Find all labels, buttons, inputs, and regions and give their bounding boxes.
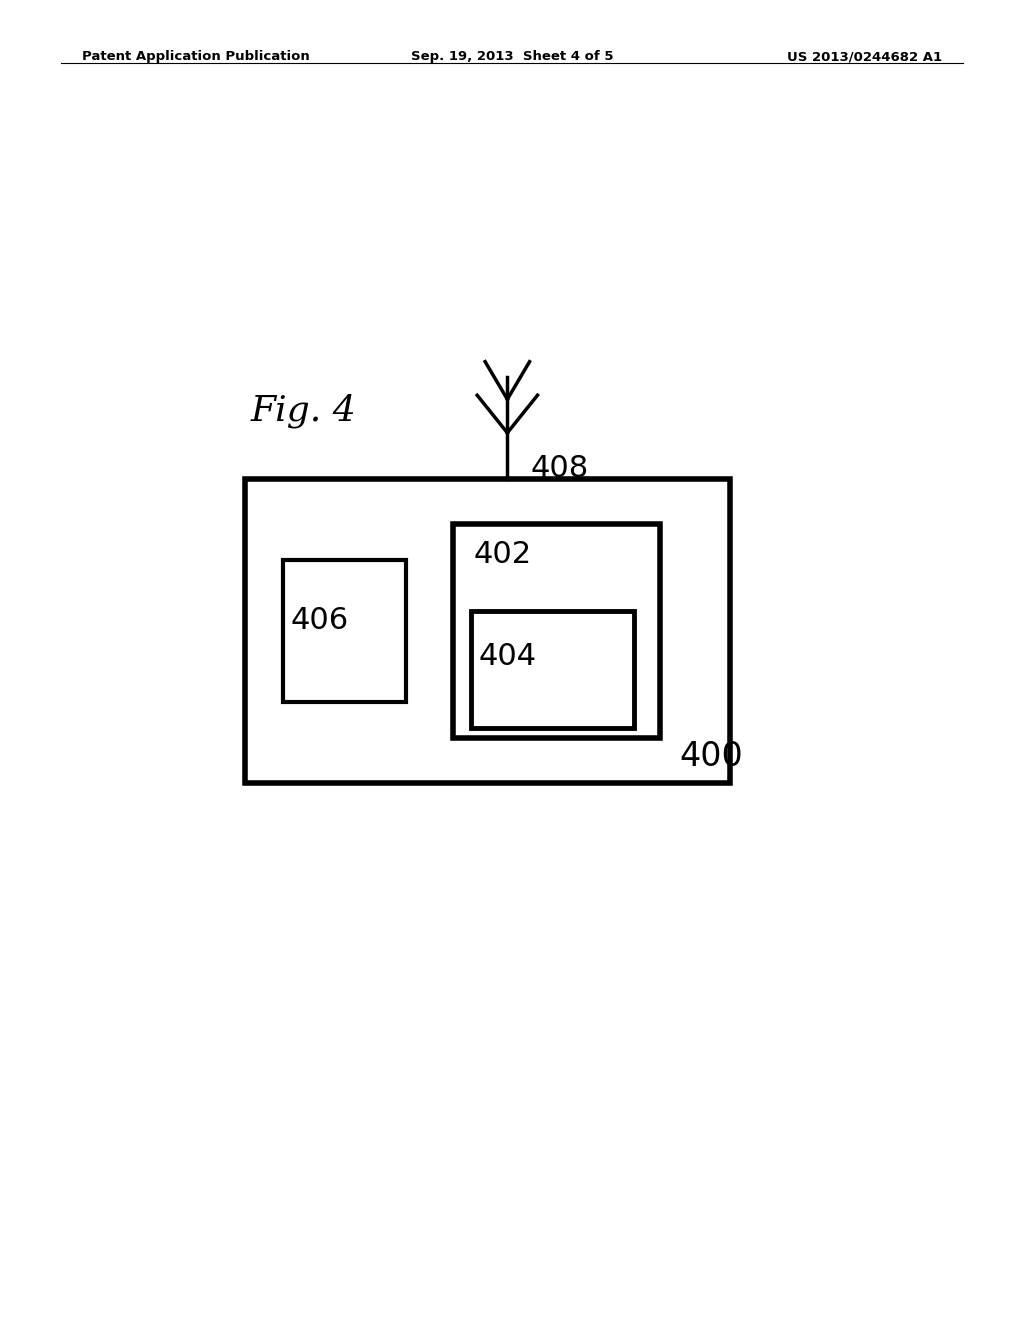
Text: 404: 404 <box>479 642 537 671</box>
Text: 402: 402 <box>473 540 531 569</box>
Text: Sep. 19, 2013  Sheet 4 of 5: Sep. 19, 2013 Sheet 4 of 5 <box>411 50 613 63</box>
Text: US 2013/0244682 A1: US 2013/0244682 A1 <box>787 50 942 63</box>
Text: 408: 408 <box>530 454 589 483</box>
Bar <box>471 611 634 727</box>
Bar <box>283 560 406 702</box>
Bar <box>246 479 729 784</box>
Text: Fig. 4: Fig. 4 <box>251 393 356 428</box>
Bar <box>454 524 659 738</box>
Text: 406: 406 <box>291 606 349 635</box>
Text: Patent Application Publication: Patent Application Publication <box>82 50 309 63</box>
Text: 400: 400 <box>680 741 743 774</box>
